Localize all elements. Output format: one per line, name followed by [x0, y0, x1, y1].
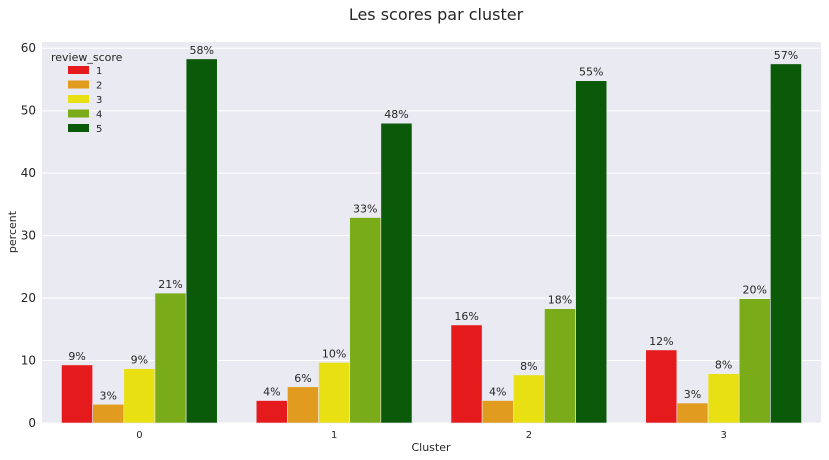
x-tick-label: 3: [720, 430, 726, 441]
bar-label: 57%: [774, 49, 798, 62]
bar-label: 4%: [263, 386, 280, 399]
x-tick-labels: 0 1 2 3: [136, 430, 727, 441]
y-tick-label: 20: [21, 291, 36, 305]
bar-label: 16%: [454, 310, 478, 323]
legend-swatch-5: [68, 124, 89, 132]
bar-cluster-0-score-4: [154, 292, 187, 424]
bar-label: 55%: [579, 66, 603, 79]
legend-entry-5: 5: [96, 124, 102, 135]
bar-label: 9%: [68, 350, 85, 363]
legend-title: review_score: [51, 51, 123, 64]
bar-cluster-1-score-3: [318, 362, 351, 424]
bar-cluster-3-score-3: [707, 373, 740, 424]
bar-label: 21%: [158, 278, 182, 291]
bar-label: 3%: [99, 389, 116, 402]
y-tick-label: 60: [21, 41, 36, 55]
bar-cluster-3-score-2: [676, 402, 709, 424]
legend-swatch-3: [68, 95, 89, 103]
bar-label: 8%: [715, 359, 732, 372]
legend-entry-1: 1: [96, 66, 102, 77]
bar-cluster-2-score-2: [481, 400, 514, 424]
bar-label: 12%: [649, 335, 673, 348]
legend-entry-4: 4: [96, 110, 102, 121]
bar-label: 10%: [322, 347, 346, 360]
legend-swatch-2: [68, 80, 89, 89]
y-tick-label: 40: [21, 166, 36, 180]
x-tick-label: 2: [526, 430, 532, 441]
bar-cluster-2-score-5: [575, 80, 608, 424]
y-tick-label: 50: [21, 104, 36, 118]
bar-label: 4%: [489, 386, 506, 399]
bar-cluster-2-score-4: [544, 308, 576, 424]
bar-cluster-3-score-1: [645, 349, 678, 424]
bar-label: 9%: [131, 354, 148, 367]
y-tick-label: 10: [21, 354, 36, 368]
bar-cluster-2-score-3: [512, 374, 545, 424]
x-tick-label: 0: [136, 430, 142, 441]
legend-swatch-1: [68, 66, 89, 74]
bar-cluster-2-score-1: [450, 324, 483, 424]
bar-label: 8%: [520, 360, 537, 373]
y-tick-label: 30: [21, 229, 36, 243]
y-axis-label: percent: [6, 210, 19, 253]
bar-label: 33%: [353, 203, 377, 216]
bar-label: 3%: [684, 388, 701, 401]
bar-label: 20%: [743, 284, 767, 297]
legend: review_score 1 2 3 4 5: [51, 51, 123, 135]
bar-cluster-1-score-1: [255, 400, 288, 424]
x-tick-label: 1: [331, 430, 337, 441]
chart-title: Les scores par cluster: [349, 5, 524, 24]
bar-cluster-3-score-5: [770, 63, 802, 424]
bar-cluster-0-score-2: [92, 403, 125, 424]
bar-cluster-1-score-4: [349, 217, 382, 424]
y-tick-labels: 0 10 20 30 40 50 60: [21, 41, 36, 430]
bar-cluster-3-score-4: [738, 298, 771, 424]
bar-label: 18%: [548, 294, 572, 307]
bar-cluster-0-score-5: [185, 58, 218, 424]
bar-cluster-1-score-2: [287, 386, 319, 424]
y-tick-label: 0: [28, 416, 36, 430]
bar-label: 58%: [189, 44, 213, 57]
bar-label: 6%: [294, 372, 311, 385]
legend-entry-2: 2: [96, 81, 102, 92]
bar-cluster-1-score-5: [380, 122, 413, 424]
x-axis-label: Cluster: [411, 441, 451, 454]
bar-cluster-0-score-3: [123, 368, 156, 424]
bar-label: 48%: [384, 108, 408, 121]
legend-entry-3: 3: [96, 95, 102, 106]
bars: [61, 58, 802, 424]
legend-swatch-4: [68, 109, 89, 118]
bar-labels: 9%3%9%21%58%4%6%10%33%48%16%4%8%18%55%12…: [68, 44, 798, 402]
bar-cluster-0-score-1: [61, 364, 93, 424]
